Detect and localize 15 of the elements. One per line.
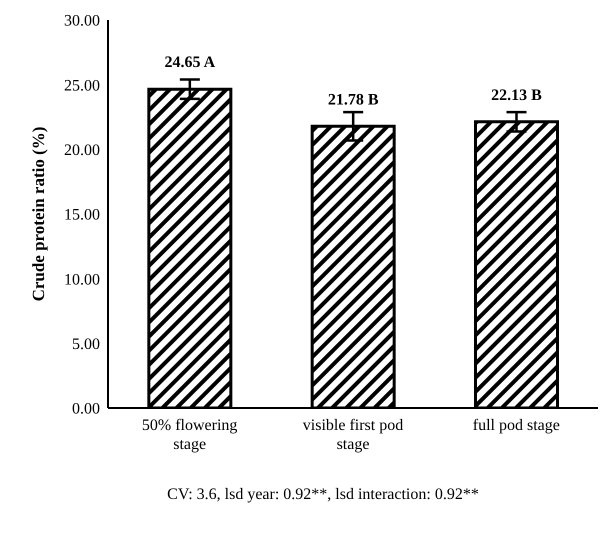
y-tick-label: 10.00 [64, 271, 100, 288]
y-tick-label: 25.00 [64, 77, 100, 94]
data-label: 21.78 B [328, 91, 379, 108]
y-tick-label: 0.00 [72, 400, 100, 418]
data-label: 24.65 A [164, 54, 216, 72]
data-label: 22.13 B [491, 86, 542, 104]
y-tick-label: 5.00 [72, 336, 100, 354]
y-tick-label: 15.00 [64, 206, 100, 224]
x-tick-label: visible first pod stage [302, 417, 404, 453]
text: CV: 3.6, lsd year: 0.92**, lsd interaction: 0.92** [166, 486, 480, 504]
y-tick-label: 30.00 [64, 12, 100, 30]
x-tick-label: full pod stage [472, 417, 560, 434]
x-tick-label: 50% flowering stage [142, 417, 238, 453]
y-axis-title: Crude protein ratio (%) [29, 126, 48, 302]
y-tick-label: 20.00 [64, 142, 100, 160]
